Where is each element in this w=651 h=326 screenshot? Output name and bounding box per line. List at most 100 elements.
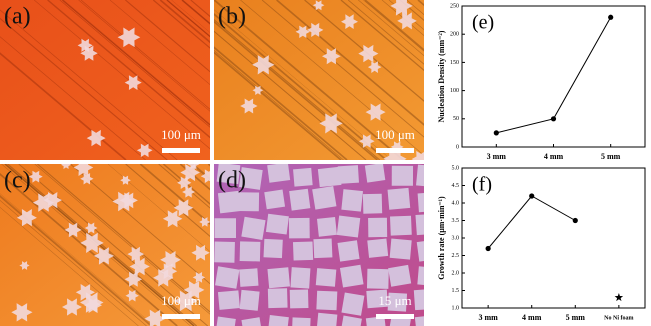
flake xyxy=(367,61,382,73)
flake xyxy=(153,269,174,287)
scratch xyxy=(304,0,424,102)
flake xyxy=(191,244,210,261)
domain xyxy=(238,167,263,190)
scratch xyxy=(486,0,651,160)
y-tick-label: 2.5 xyxy=(452,253,460,259)
domain xyxy=(417,192,424,213)
scratch xyxy=(276,0,424,126)
flake xyxy=(160,251,181,269)
flake xyxy=(411,150,424,160)
data-line xyxy=(487,195,576,249)
flake xyxy=(180,164,200,182)
flake xyxy=(252,85,264,95)
panel-label: (a) xyxy=(4,4,31,30)
domain xyxy=(362,193,383,214)
y-tick-label: 4.5 xyxy=(452,183,460,189)
point-marker xyxy=(608,14,614,20)
domain xyxy=(312,185,337,210)
scratch xyxy=(159,0,210,44)
scratch xyxy=(214,0,404,160)
scratch xyxy=(0,17,168,160)
flake xyxy=(182,186,195,198)
domain xyxy=(391,165,414,186)
flake xyxy=(117,27,141,48)
scale-bar-label: 100 μm xyxy=(375,127,415,142)
panel-label: (d) xyxy=(218,168,246,194)
domain xyxy=(267,267,290,289)
y-tick-label: 100 xyxy=(450,88,459,94)
domain xyxy=(241,317,263,326)
scratch xyxy=(214,20,378,160)
micrograph xyxy=(0,0,210,160)
scratch xyxy=(18,164,209,326)
flake xyxy=(252,55,275,75)
x-tick-label: 3 mm xyxy=(478,313,498,322)
flake xyxy=(200,169,210,183)
flake xyxy=(129,257,150,276)
domain xyxy=(387,292,408,312)
domain xyxy=(389,215,412,236)
flake xyxy=(295,25,310,38)
flake xyxy=(341,14,358,29)
x-tick-label: 3 mm xyxy=(487,152,507,161)
micrograph xyxy=(214,0,651,160)
scale-bar-label: 100 μm xyxy=(161,293,201,308)
domain xyxy=(316,312,338,326)
scale-bar xyxy=(376,148,414,153)
domain xyxy=(215,316,236,326)
x-tick-label: 5 mm xyxy=(601,152,621,161)
flake xyxy=(80,173,94,185)
scratch xyxy=(61,0,210,126)
domain xyxy=(366,289,389,309)
flake xyxy=(319,113,343,134)
domain xyxy=(217,290,240,310)
flake xyxy=(43,192,62,209)
scratch xyxy=(33,0,210,150)
domain xyxy=(416,164,424,188)
domain xyxy=(289,289,309,309)
flake xyxy=(390,141,404,153)
scratch xyxy=(0,172,178,326)
domain xyxy=(368,217,388,238)
flake xyxy=(383,148,407,160)
scratch xyxy=(62,0,210,126)
micrograph-bg xyxy=(0,164,210,326)
flake xyxy=(192,272,206,283)
flake xyxy=(312,0,325,11)
domain xyxy=(388,315,411,326)
domain xyxy=(413,288,424,311)
y-tick-label: 0 xyxy=(456,144,459,150)
domain xyxy=(367,238,389,258)
domain xyxy=(341,292,365,316)
scratch xyxy=(358,0,424,57)
flake xyxy=(173,290,198,312)
scratch xyxy=(399,0,424,21)
scale-bar-label: 100 μm xyxy=(161,127,201,142)
flake xyxy=(162,210,183,228)
domain xyxy=(267,164,291,183)
domain xyxy=(417,266,424,287)
y-tick-label: 200 xyxy=(450,32,459,38)
flake xyxy=(80,232,104,253)
scratch xyxy=(214,31,366,160)
panel-label: (c) xyxy=(4,168,31,194)
flake xyxy=(80,45,98,61)
scratch xyxy=(214,18,381,160)
scratch xyxy=(214,30,367,160)
flake xyxy=(120,175,131,185)
y-tick-label: 5.0 xyxy=(452,165,460,171)
scratch xyxy=(70,164,210,285)
flake xyxy=(365,103,386,121)
domain xyxy=(315,268,337,287)
y-tick-label: 3.5 xyxy=(452,218,460,224)
micrograph xyxy=(0,164,210,326)
flake xyxy=(397,12,417,30)
scale-bar xyxy=(162,314,200,319)
domain xyxy=(215,266,240,289)
scratch xyxy=(162,164,210,205)
flake xyxy=(183,281,205,299)
domain xyxy=(316,216,337,237)
scratch xyxy=(417,0,424,7)
flake xyxy=(16,209,37,227)
